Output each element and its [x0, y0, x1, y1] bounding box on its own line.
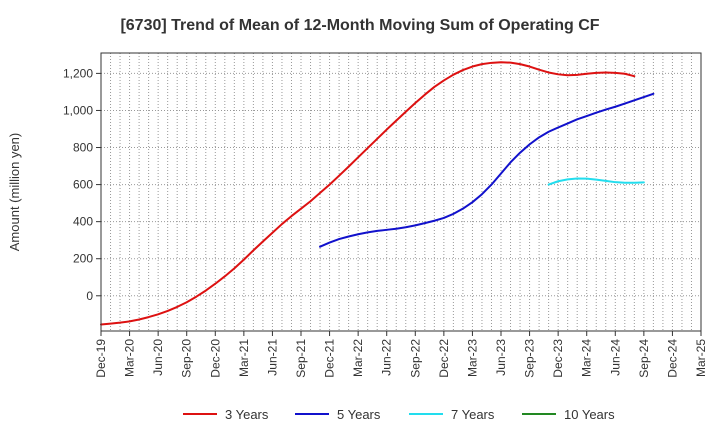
x-tick-label: Dec-23	[551, 339, 565, 378]
plot-frame	[100, 52, 702, 332]
legend-label: 5 Years	[337, 407, 381, 422]
series-line-5-years	[319, 92, 655, 248]
x-tick-label: Sep-24	[637, 339, 651, 378]
x-tick-label: Jun-21	[265, 339, 279, 376]
legend-label: 7 Years	[451, 407, 495, 422]
chart-title: [6730] Trend of Mean of 12-Month Moving …	[120, 17, 599, 34]
x-tick-label: Mar-22	[351, 339, 365, 377]
y-tick-label: 1,000	[63, 103, 93, 117]
y-tick-label: 200	[73, 252, 93, 266]
x-tick-label: Jun-20	[151, 339, 165, 376]
x-tick-label: Dec-20	[208, 339, 222, 378]
x-tick-label: Sep-20	[180, 339, 194, 378]
x-tick-label: Sep-21	[294, 339, 308, 378]
x-tick-label: Mar-24	[580, 339, 594, 377]
series-layer	[100, 61, 655, 326]
x-axis-ticks: Dec-19 Mar-20 Jun-20 Sep-20 Dec-20 Mar-21 Jun-…	[94, 331, 708, 378]
x-tick-label: Mar-20	[123, 339, 137, 377]
series-line-7-years	[547, 177, 645, 186]
x-tick-label: Dec-22	[437, 339, 451, 378]
legend-item-10-years: 10 Years	[522, 407, 615, 422]
y-tick-label: 600	[73, 178, 93, 192]
x-tick-label: Jun-22	[380, 339, 394, 376]
x-tick-label: Mar-23	[465, 339, 479, 377]
x-tick-label: Jun-23	[494, 339, 508, 376]
x-tick-label: Sep-22	[408, 339, 422, 378]
x-tick-label: Dec-19	[94, 339, 108, 378]
x-tick-label: Sep-23	[523, 339, 537, 378]
x-tick-label: Mar-21	[237, 339, 251, 377]
legend-label: 3 Years	[225, 407, 269, 422]
x-tick-label: Dec-21	[323, 339, 337, 378]
series-line-3-years	[100, 61, 636, 326]
legend-item-5-years: 5 Years	[295, 407, 381, 422]
y-axis-label: Amount (million yen)	[7, 133, 22, 252]
y-tick-label: 0	[86, 289, 93, 303]
y-tick-label: 1,200	[63, 66, 93, 80]
y-tick-label: 800	[73, 141, 93, 155]
legend-label: 10 Years	[564, 407, 615, 422]
legend-item-3-years: 3 Years	[183, 407, 269, 422]
legend-item-7-years: 7 Years	[409, 407, 495, 422]
x-tick-label: Mar-25	[694, 339, 708, 377]
x-tick-label: Dec-24	[665, 339, 679, 378]
grid	[101, 53, 701, 331]
legend: 3 Years 5 Years 7 Years 10 Years	[183, 407, 615, 422]
x-tick-label: Jun-24	[608, 339, 622, 376]
y-tick-label: 400	[73, 215, 93, 229]
y-axis-ticks: 0 200 400 600 800 1,000 1,200	[63, 66, 101, 303]
